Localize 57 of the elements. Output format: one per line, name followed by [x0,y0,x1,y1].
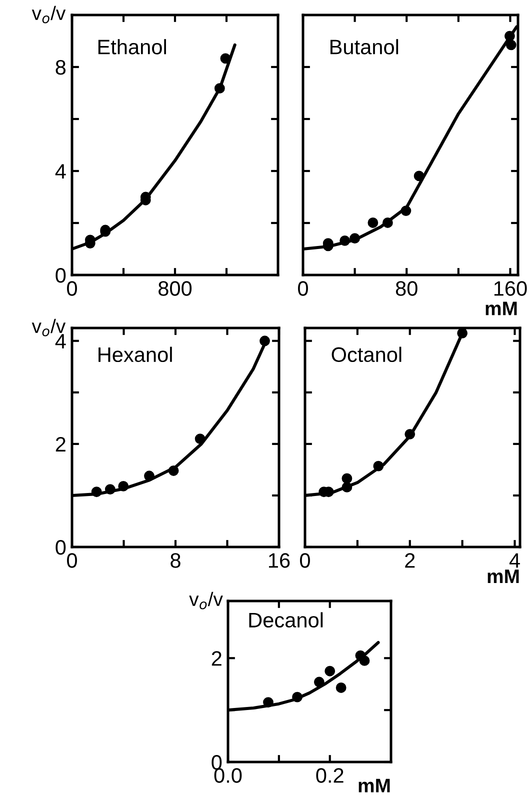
point [314,676,324,688]
point [359,656,370,666]
y-tick-label: 0 [56,540,66,555]
x-tick-label: 16 [269,553,290,568]
y-axis-title: v$_{o}$/v [32,6,66,24]
point [214,83,225,94]
y-tick-label: 4 [55,334,66,348]
point [373,460,384,472]
point [382,218,393,228]
x-tick-label: 0.0 [214,768,242,783]
text: Hexanol [98,346,172,362]
text: Butanol [330,39,398,54]
x-tick-label: 2 [405,553,415,568]
x-tick-label: 8 [170,553,180,568]
point [506,40,516,50]
point [457,328,468,338]
x-tick-label: 0 [67,553,77,568]
x-tick-label: 0 [298,281,308,296]
point [350,233,360,244]
point [104,484,116,494]
point [342,473,352,484]
y-tick-label: 8 [56,60,66,75]
text: Ethanol [98,39,166,54]
y-tick-label: 0 [56,268,66,283]
point [118,480,129,492]
point [404,428,416,440]
x-axis-title: mM [486,302,517,316]
point [220,53,231,64]
point [292,692,302,702]
point [91,486,102,498]
point [263,697,274,708]
point [336,682,346,693]
y-tick-label: 2 [56,436,66,452]
x-axis-title: mM [358,778,390,792]
point [324,666,336,676]
text: Octanol [332,346,402,362]
x-tick-label: 4 [509,553,520,568]
point [504,30,515,42]
x-tick-label: 80 [396,281,418,296]
point [340,235,350,246]
point [194,434,206,444]
y-axis-title: v$_{o}$/v [189,592,223,610]
point [400,206,412,216]
x-tick-label: 0.2 [316,768,344,783]
x-axis-title: mM [488,570,519,583]
point [260,336,270,346]
y-tick-label: 4 [55,164,66,179]
point [414,170,424,182]
point [368,218,378,228]
x-tick-label: 800 [158,281,192,296]
point [342,482,352,492]
point [144,470,154,482]
x-tick-label: 0 [300,553,310,568]
chart-title: Decanol [249,612,323,628]
x-tick-label: 160 [494,281,527,296]
x-tick-label: 0 [67,281,77,296]
point [168,466,179,476]
